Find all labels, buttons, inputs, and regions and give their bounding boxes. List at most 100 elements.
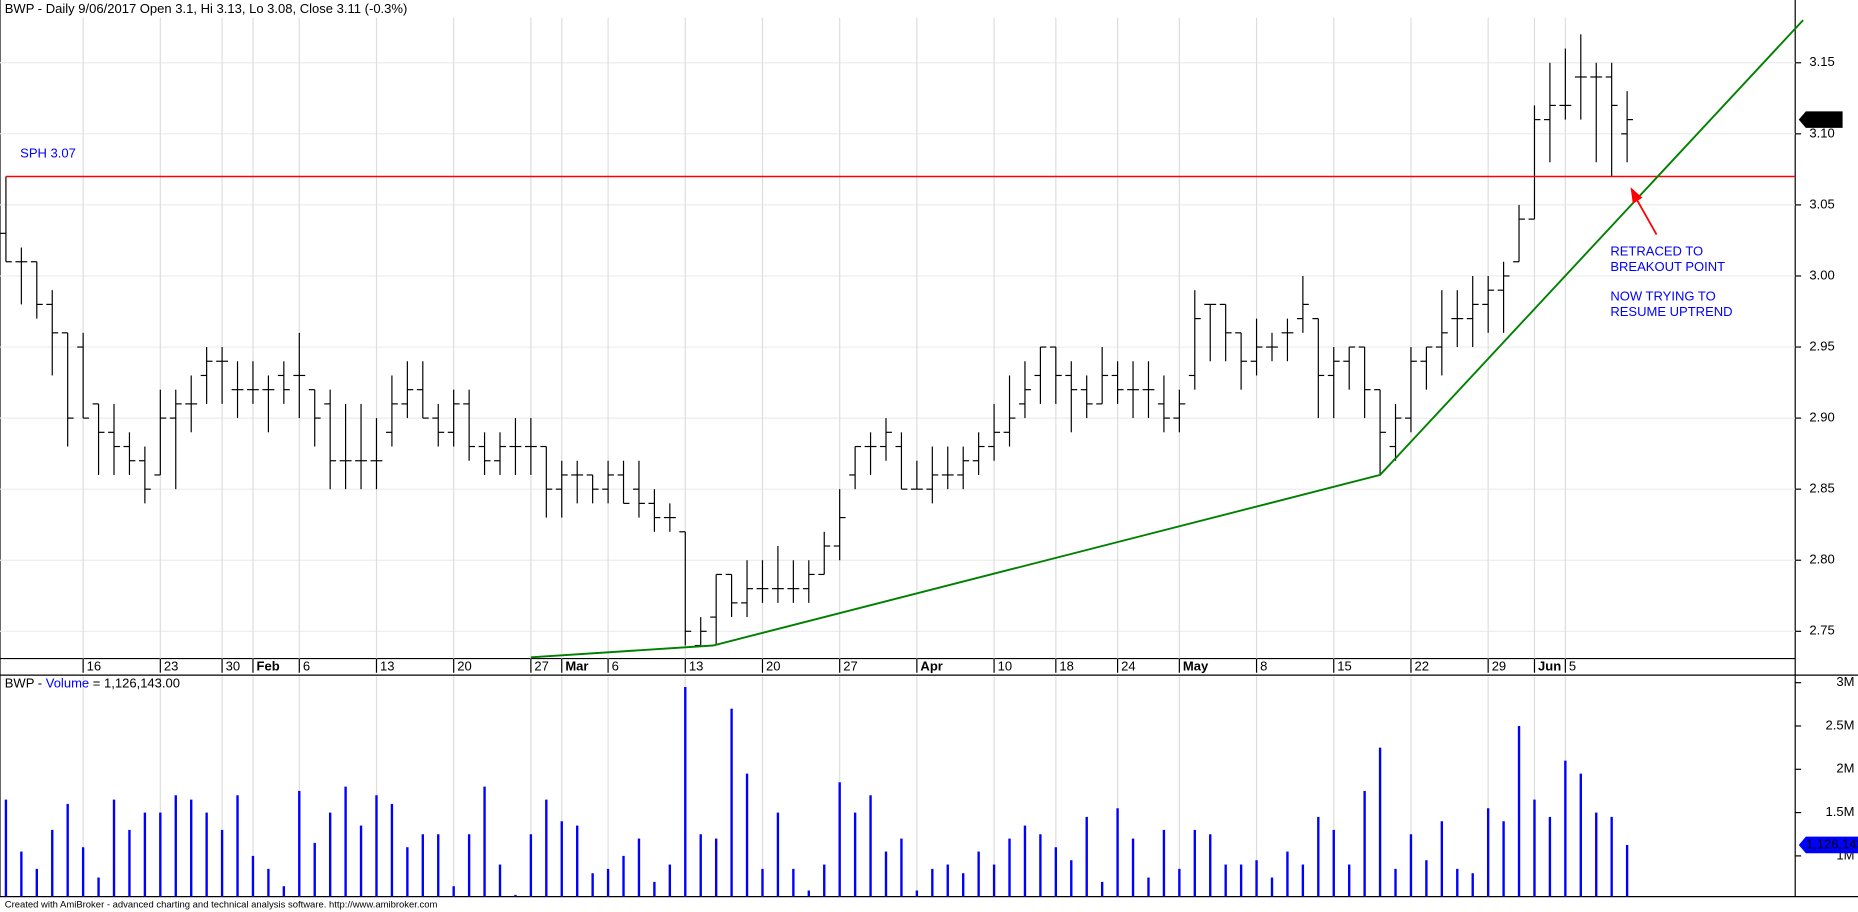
volume-bar — [823, 864, 826, 897]
title-prefix: BWP - — [5, 676, 46, 691]
volume-bar — [1070, 860, 1073, 897]
x-tick-label: 20 — [766, 658, 780, 673]
volume-bar — [128, 829, 131, 897]
volume-bar — [205, 812, 208, 897]
y-tick-label: 2.5M — [1826, 717, 1855, 732]
volume-bar — [622, 855, 625, 897]
x-tick-label: 20 — [457, 658, 471, 673]
volume-bar — [946, 864, 949, 897]
title: Volume — [46, 676, 89, 691]
x-tick-label: 22 — [1415, 658, 1429, 673]
x-tick-label: May — [1183, 658, 1209, 673]
volume-bar — [35, 868, 38, 897]
y-tick-label: 2M — [1836, 761, 1854, 776]
x-tick-label: 13 — [380, 658, 394, 673]
volume-bar — [653, 881, 656, 897]
x-tick-label: 5 — [1569, 658, 1576, 673]
volume-bar — [1131, 838, 1135, 897]
volume-bar — [1548, 816, 1552, 897]
volume-bar — [900, 838, 903, 897]
volume-bar — [745, 773, 749, 897]
last-value-label: 1,126,143 — [1806, 836, 1858, 851]
volume-bar — [884, 851, 888, 897]
y-tick-label: 1.5M — [1826, 804, 1855, 819]
x-tick-label: 13 — [689, 658, 703, 673]
volume-bar — [220, 829, 224, 897]
volume-bar — [1301, 864, 1305, 897]
y-tick-label: 3.05 — [1809, 196, 1834, 211]
volume-bar — [4, 799, 8, 897]
y-tick-label: 3.15 — [1809, 54, 1834, 69]
volume-bar — [1348, 864, 1351, 897]
volume-bar — [1471, 873, 1474, 897]
volume-bar — [1394, 868, 1397, 897]
volume-bar — [143, 812, 147, 897]
volume-bar — [159, 812, 162, 897]
volume-bar — [977, 851, 980, 897]
y-tick-label: 2.75 — [1809, 623, 1834, 638]
volume-bar — [591, 873, 594, 897]
volume-bar — [962, 873, 965, 897]
x-tick-label: 29 — [1492, 658, 1506, 673]
volume-bar — [298, 790, 301, 897]
volume-bar — [1054, 847, 1058, 897]
x-tick-label: 27 — [534, 658, 548, 673]
volume-bar — [20, 851, 23, 897]
volume-bar — [1116, 808, 1119, 897]
trend-line — [530, 19, 1804, 659]
footer: Created with AmiBroker - advanced charti… — [5, 899, 438, 910]
x-tick-label: 8 — [1260, 658, 1267, 673]
x-tick-label: 16 — [87, 658, 101, 673]
volume-bar — [1270, 877, 1274, 897]
volume-bar — [576, 825, 579, 897]
volume-bar — [51, 829, 54, 897]
volume-bar — [1286, 851, 1289, 897]
volume-bar — [1456, 868, 1459, 897]
volume-bar — [406, 847, 409, 897]
volume-bar — [267, 868, 270, 897]
volume-bar — [344, 786, 347, 897]
volume-bar — [251, 855, 255, 897]
volume-bar — [730, 708, 733, 897]
volume-bar — [1579, 773, 1582, 897]
volume-bar — [529, 834, 533, 897]
x-tick-label: Feb — [257, 658, 280, 673]
x-tick-label: 6 — [612, 658, 619, 673]
x-tick-label: 27 — [843, 658, 857, 673]
volume-bar — [313, 842, 316, 897]
volume-bar — [761, 868, 764, 897]
volume-bar — [174, 795, 177, 897]
last-value-marker — [1798, 836, 1858, 854]
volume-bar — [97, 877, 100, 897]
arrow — [1635, 198, 1658, 235]
volume-bar — [1610, 816, 1613, 897]
volume-bar — [483, 786, 486, 897]
volume-bar — [1008, 838, 1011, 897]
volume-bar — [1502, 821, 1505, 897]
volume-bar — [452, 886, 455, 897]
volume-bar — [931, 868, 934, 897]
volume-bar — [1224, 864, 1227, 897]
volume-bar — [606, 868, 610, 897]
volume-bar — [467, 834, 471, 897]
volume-bar — [359, 825, 363, 897]
volume-bar — [1363, 790, 1366, 897]
chart-title: BWP - Daily 9/06/2017 Open 3.1, Hi 3.13,… — [5, 1, 408, 16]
volume-bar — [853, 812, 857, 897]
x-tick-label: 23 — [164, 658, 178, 673]
volume-bar — [1486, 808, 1490, 897]
plot: 3.11 1,126,143 — [0, 19, 1858, 897]
volume-bar — [112, 799, 116, 897]
volume-bar — [992, 864, 996, 897]
volume-bar — [1595, 812, 1598, 897]
volume-bar — [1039, 834, 1042, 897]
annotation: NOW TRYING TO — [1610, 289, 1715, 304]
volume-bar — [1409, 834, 1413, 897]
annotation: BREAKOUT POINT — [1610, 259, 1725, 274]
volume-bar — [776, 812, 780, 897]
volume-bar — [1425, 860, 1428, 897]
volume-bar — [1239, 864, 1243, 897]
volume-bar — [699, 834, 702, 897]
y-tick-label: 2.95 — [1809, 338, 1834, 353]
x-tick-label: 15 — [1337, 658, 1351, 673]
